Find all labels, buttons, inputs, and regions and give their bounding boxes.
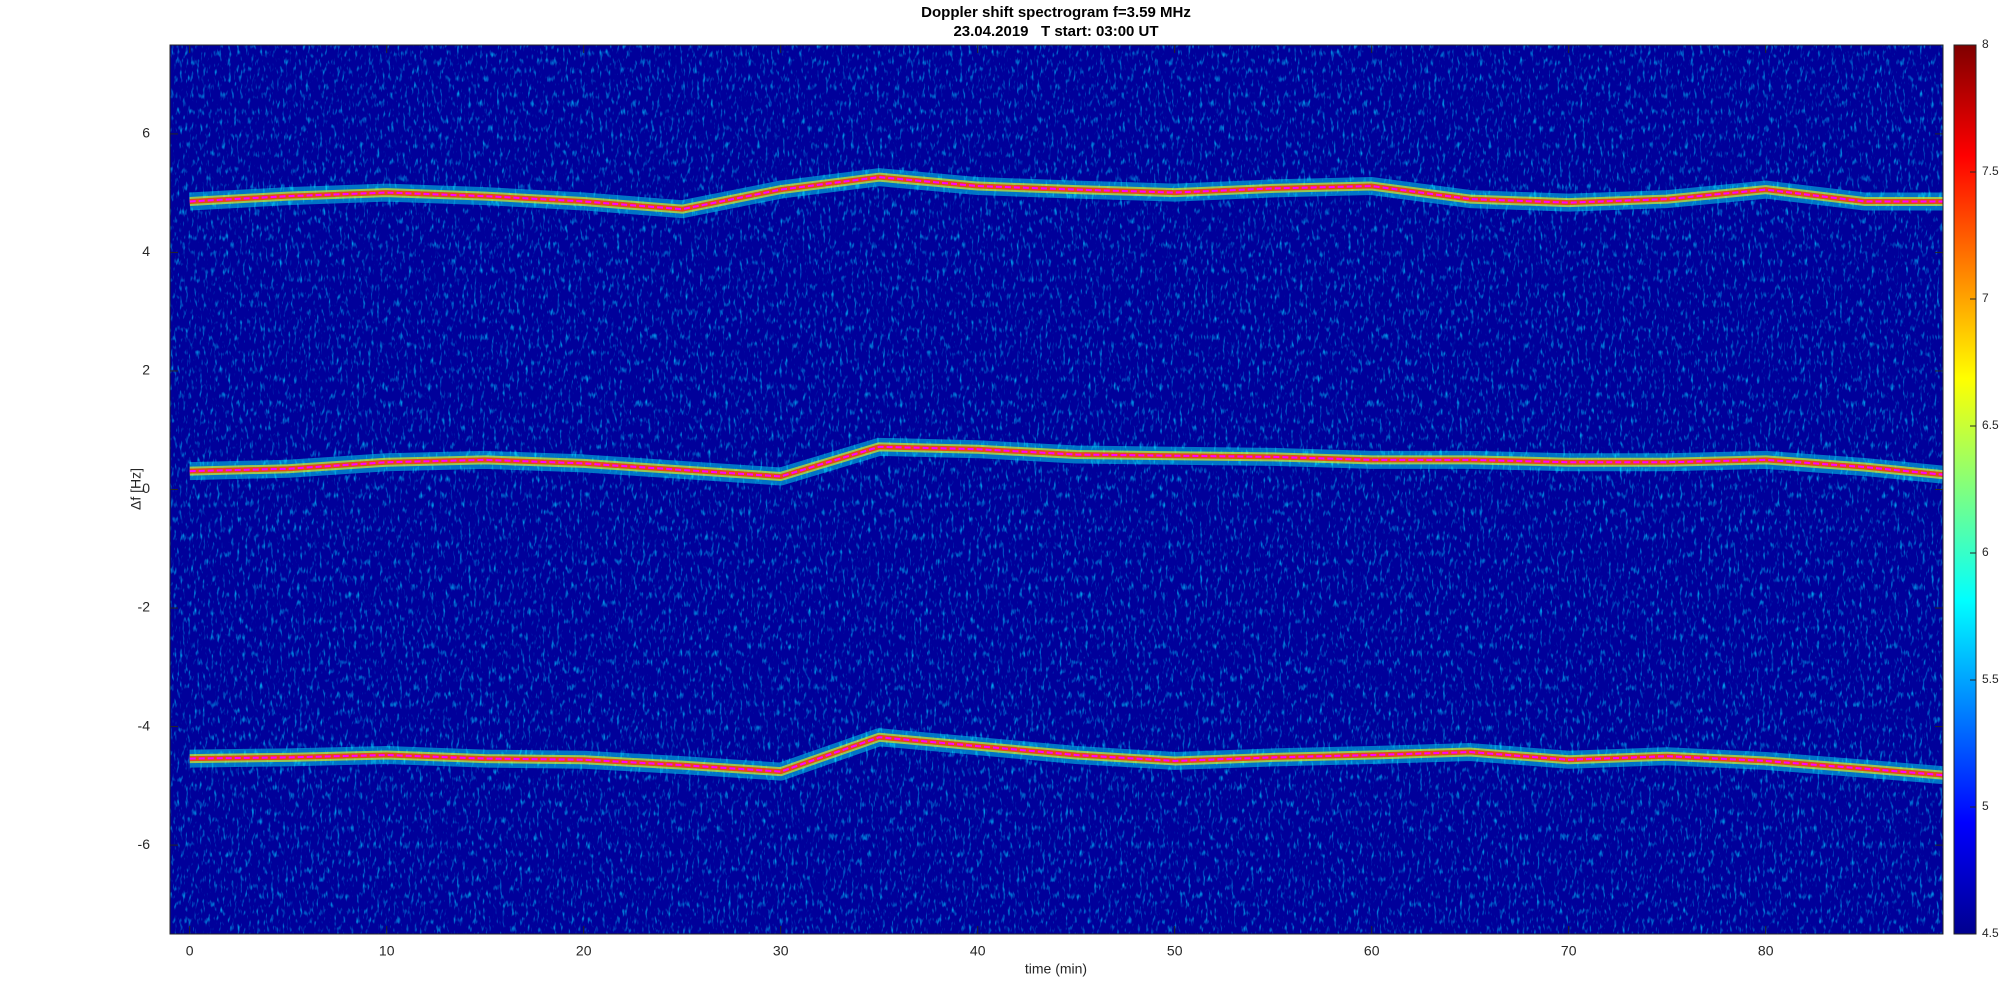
y-tick-label: -6 xyxy=(138,836,151,852)
x-tick-label: 80 xyxy=(1758,943,1774,959)
x-tick-label: 30 xyxy=(773,943,789,959)
y-tick-label: 4 xyxy=(142,243,150,259)
y-tick-label: 2 xyxy=(142,362,150,378)
chart-title: Doppler shift spectrogram f=3.59 MHz xyxy=(921,4,1191,21)
x-tick-label: 40 xyxy=(970,943,986,959)
y-tick-label: 6 xyxy=(142,125,150,141)
chart-subtitle: 23.04.2019 T start: 03:00 UT xyxy=(953,23,1158,40)
trace-line xyxy=(189,736,1943,777)
y-tick-label: -4 xyxy=(138,717,151,733)
x-tick-label: 50 xyxy=(1167,943,1183,959)
x-tick-label: 60 xyxy=(1364,943,1380,959)
y-axis-label: Δf [Hz] xyxy=(128,468,144,510)
x-tick-label: 20 xyxy=(576,943,592,959)
colorbar-tick-label: 6.5 xyxy=(1982,418,1999,432)
traces xyxy=(189,168,1943,785)
y-tick-label: 0 xyxy=(142,480,150,496)
y-tick-label: -2 xyxy=(138,599,151,615)
x-axis-label: time (min) xyxy=(1025,961,1087,977)
colorbar-tick-label: 6 xyxy=(1982,545,1989,559)
colorbar-tick-label: 8 xyxy=(1982,37,1989,51)
colorbar-tick-label: 5 xyxy=(1982,799,1989,813)
x-tick-label: 0 xyxy=(186,943,194,959)
colorbar-tick-label: 7 xyxy=(1982,291,1989,305)
trace-line xyxy=(189,445,1943,478)
x-tick-label: 70 xyxy=(1561,943,1577,959)
colorbar-tick-label: 4.5 xyxy=(1982,926,1999,940)
x-tick-label: 10 xyxy=(379,943,395,959)
spectral-noise xyxy=(170,45,1943,934)
colorbar-tick-label: 5.5 xyxy=(1982,672,1999,686)
colorbar-tick-label: 7.5 xyxy=(1982,164,1999,178)
colorbar xyxy=(1953,44,1977,935)
trace-glow xyxy=(189,174,1943,212)
